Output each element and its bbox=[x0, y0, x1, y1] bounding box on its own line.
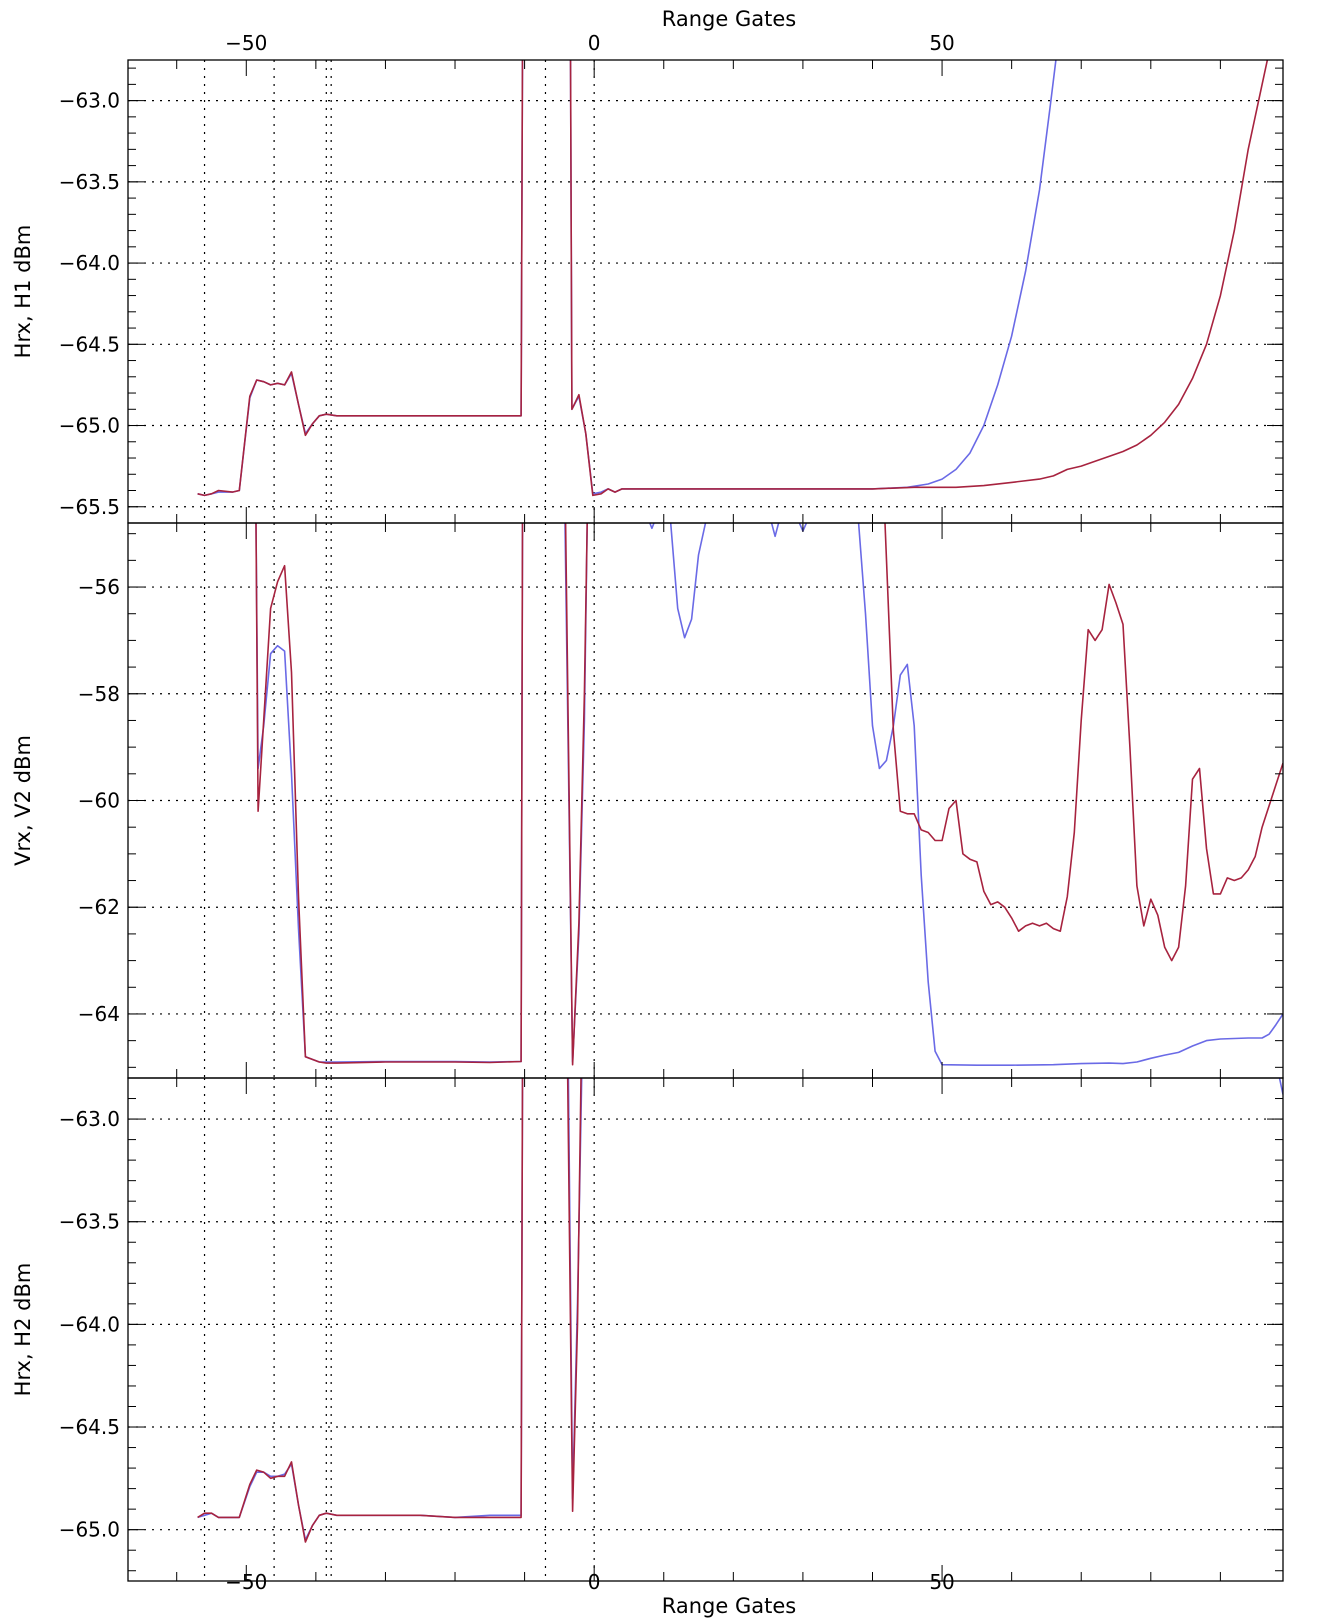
v2-red-line-8 bbox=[564, 523, 588, 1066]
h1-ytick-label: −64.5 bbox=[59, 332, 120, 356]
h2-red-line-3 bbox=[197, 1078, 524, 1543]
h1-red-line-3 bbox=[569, 60, 1269, 497]
h2-frame bbox=[127, 1077, 1284, 1582]
h1-ytick-label: −65.0 bbox=[59, 414, 120, 438]
h1-ytick-label: −63.5 bbox=[59, 170, 120, 194]
top-xtick-label: 0 bbox=[588, 31, 601, 55]
bottom-xtick-label: 50 bbox=[929, 1570, 954, 1594]
h2-ytick-label: −64.0 bbox=[59, 1312, 120, 1336]
h1-ylabel: Hrx, H1 dBm bbox=[11, 225, 35, 359]
bottom-xtick-label: −50 bbox=[225, 1570, 267, 1594]
v2-blue-line-6 bbox=[857, 523, 1283, 1066]
v2-blue-line-2 bbox=[649, 523, 655, 530]
v2-red-line-9 bbox=[884, 523, 1283, 962]
h2-red-line-4 bbox=[566, 1078, 582, 1512]
v2-ytick-label: −64 bbox=[78, 1002, 120, 1026]
series-layer bbox=[197, 60, 1283, 1543]
label-layer: Range Gates Range Gates −63.0 −63.5 −64.0 −… bbox=[11, 7, 955, 1618]
v2-blue-line-4 bbox=[770, 523, 780, 538]
h2-ytick-label: −63.0 bbox=[59, 1107, 120, 1131]
top-xtick-label: 50 bbox=[929, 31, 954, 55]
h1-blue-line-1 bbox=[569, 60, 1057, 495]
h2-ytick-label: −65.0 bbox=[59, 1518, 120, 1542]
h1-red-line-2 bbox=[197, 60, 524, 497]
h2-blue-line-0 bbox=[197, 1078, 524, 1541]
h2-ytick-label: −63.5 bbox=[59, 1210, 120, 1234]
top-x-axis-title: Range Gates bbox=[662, 7, 796, 31]
bottom-x-axis-title: Range Gates bbox=[662, 1594, 796, 1618]
h2-ytick-label: −64.5 bbox=[59, 1415, 120, 1439]
h1-ytick-label: −63.0 bbox=[59, 89, 120, 113]
v2-ytick-label: −58 bbox=[78, 682, 120, 706]
v2-blue-line-3 bbox=[669, 523, 707, 639]
v2-ytick-label: −62 bbox=[78, 895, 120, 919]
frame-layer bbox=[127, 59, 1284, 1582]
bottom-xtick-label: 0 bbox=[588, 1570, 601, 1594]
top-xtick-label: −50 bbox=[225, 31, 267, 55]
grid-layer bbox=[128, 60, 1283, 1581]
v2-ytick-label: −56 bbox=[78, 575, 120, 599]
h1-frame bbox=[127, 59, 1284, 524]
h1-ytick-label: −64.0 bbox=[59, 251, 120, 275]
v2-ytick-label: −60 bbox=[78, 789, 120, 813]
h1-ytick-label: −65.5 bbox=[59, 495, 120, 519]
v2-red-line-7 bbox=[255, 523, 524, 1064]
v2-ylabel: Vrx, V2 dBm bbox=[11, 735, 35, 866]
h2-ylabel: Hrx, H2 dBm bbox=[11, 1263, 35, 1397]
